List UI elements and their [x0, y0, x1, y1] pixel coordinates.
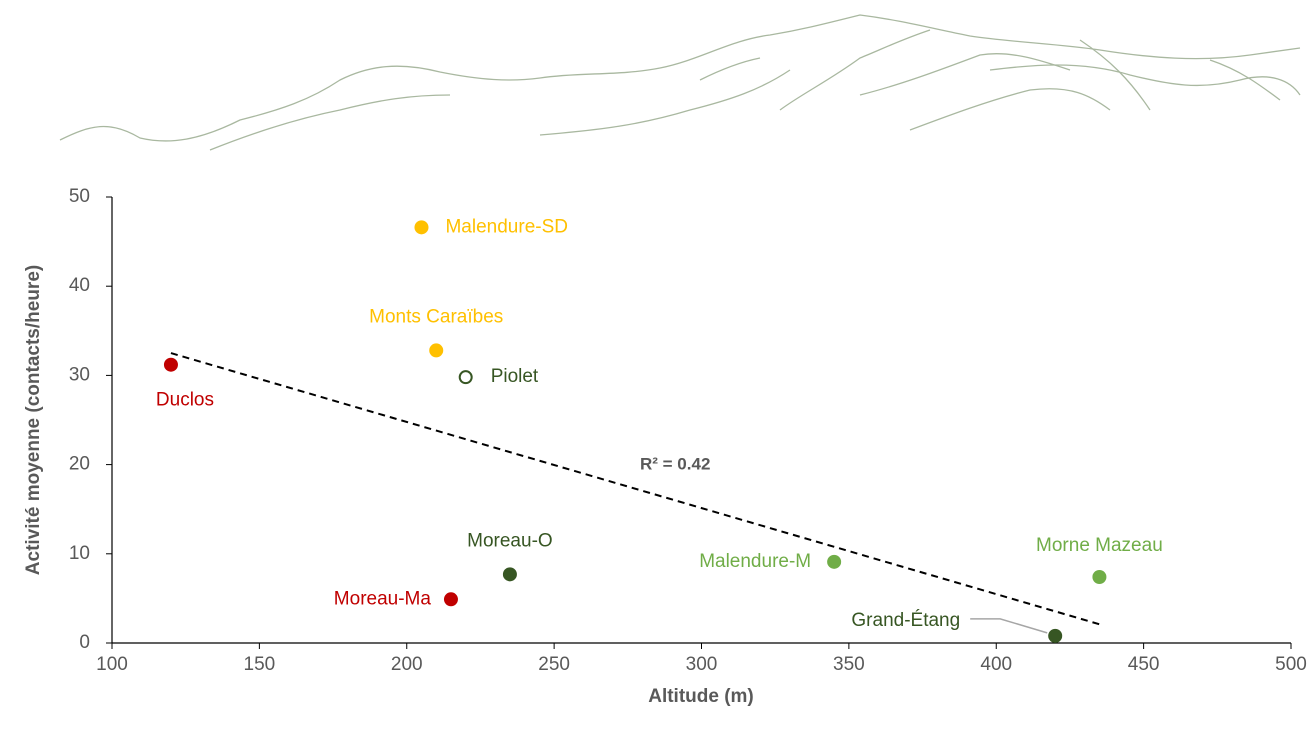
- x-tick-label: 200: [391, 654, 423, 675]
- x-tick-label: 500: [1275, 654, 1307, 675]
- r-squared-label: R² = 0.42: [640, 454, 710, 473]
- leader-line: [970, 618, 1048, 634]
- y-tick-label: 40: [69, 275, 90, 296]
- x-tick-label: 150: [244, 654, 276, 675]
- y-tick-label: 10: [69, 543, 90, 564]
- point: [458, 370, 473, 385]
- point: [502, 567, 517, 582]
- point: [429, 343, 444, 358]
- x-tick-label: 300: [686, 654, 718, 675]
- point: [1048, 628, 1063, 643]
- point-label: Malendure-SD: [445, 216, 568, 237]
- point-label: Moreau-O: [467, 530, 553, 551]
- x-axis-title: Altitude (m): [648, 686, 754, 707]
- mountain-decoration: [59, 14, 1301, 151]
- x-tick-label: 100: [96, 654, 128, 675]
- point: [443, 592, 458, 607]
- point-label: Grand-Étang: [851, 610, 960, 631]
- y-tick-label: 30: [69, 364, 90, 385]
- x-tick-label: 450: [1128, 654, 1160, 675]
- x-tick-label: 350: [833, 654, 865, 675]
- trendline: [170, 352, 1100, 626]
- point-label: Malendure-M: [699, 551, 811, 572]
- y-tick-label: 20: [69, 454, 90, 475]
- point: [163, 357, 178, 372]
- point-label: Moreau-Ma: [334, 588, 432, 609]
- point-label: Piolet: [491, 366, 539, 387]
- y-tick-label: 0: [79, 632, 90, 653]
- point: [414, 220, 429, 235]
- point: [1092, 569, 1107, 584]
- y-axis-title: Activité moyenne (contacts/heure): [23, 265, 44, 575]
- x-tick-label: 250: [538, 654, 570, 675]
- point: [827, 554, 842, 569]
- y-tick-label: 50: [69, 186, 90, 207]
- x-tick-label: 400: [980, 654, 1012, 675]
- point-label: Morne Mazeau: [1036, 535, 1163, 556]
- point-label: Monts Caraïbes: [369, 306, 503, 327]
- point-label: Duclos: [156, 390, 214, 411]
